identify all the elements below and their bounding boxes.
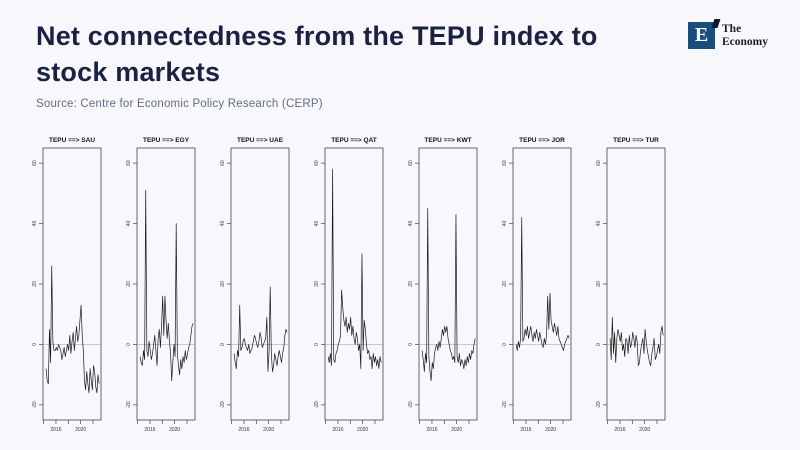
- logo-word-line1: The: [722, 23, 742, 35]
- panel-title: TEPU ==> KWT: [424, 137, 471, 144]
- x-tick-label: 2016: [520, 427, 531, 433]
- panel-title: TEPU ==> TUR: [613, 137, 659, 144]
- y-tick-label: 60: [126, 160, 132, 166]
- chart-panel-qat: TEPU ==> QAT 60 40 20 0 -20 2016 2020: [312, 134, 406, 442]
- logo-monogram: E: [688, 19, 721, 49]
- y-tick-label: -20: [32, 401, 38, 408]
- brand-logo: E The Economy: [688, 19, 768, 49]
- y-tick-label: 60: [408, 160, 414, 166]
- y-tick-label: -20: [596, 401, 602, 408]
- y-tick-label: 40: [314, 221, 320, 227]
- y-tick-label: -20: [220, 401, 226, 408]
- series-line: [515, 217, 570, 351]
- chart-panel-kwt: TEPU ==> KWT 60 40 20 0 -20 2016 2020: [406, 134, 500, 442]
- y-tick-label: -20: [408, 401, 414, 408]
- y-tick-label: 40: [596, 221, 602, 227]
- y-tick-label: 20: [126, 281, 132, 287]
- y-tick-label: 0: [314, 343, 320, 346]
- y-tick-label: 40: [220, 221, 226, 227]
- logo-wordmark: The Economy: [722, 23, 768, 48]
- y-tick-label: 20: [408, 281, 414, 287]
- plot-box: [418, 147, 478, 421]
- y-tick-label: 20: [220, 281, 226, 287]
- chart-panel-egy: TEPU ==> EGY 60 40 20 0 -20 2016 2020: [124, 134, 218, 442]
- logo-notch-icon: [711, 19, 721, 28]
- x-tick-label: 2016: [426, 427, 437, 433]
- x-tick-label: 2020: [75, 427, 86, 433]
- y-tick-label: 0: [126, 343, 132, 346]
- x-tick-label: 2020: [639, 427, 650, 433]
- chart-panel-jor: TEPU ==> JOR 60 40 20 0 -20 2016 2020: [500, 134, 594, 442]
- series-line: [45, 265, 100, 394]
- y-tick-label: 60: [220, 160, 226, 166]
- series-line: [421, 208, 476, 382]
- series-line: [233, 286, 288, 372]
- panel-title: TEPU ==> QAT: [331, 137, 377, 144]
- x-tick-label: 2020: [357, 427, 368, 433]
- y-tick-label: 40: [32, 221, 38, 227]
- panel-title: TEPU ==> UAE: [237, 137, 284, 144]
- logo-word-line2: Economy: [722, 35, 768, 48]
- chart-panel-sau: TEPU ==> SAU 60 40 20 0 -20 2016 2020: [30, 134, 124, 442]
- y-tick-label: 40: [126, 221, 132, 227]
- y-tick-label: -20: [502, 401, 508, 408]
- y-tick-label: -20: [126, 401, 132, 408]
- series-line: [609, 316, 664, 366]
- series-line: [327, 168, 382, 369]
- x-tick-label: 2020: [263, 427, 274, 433]
- y-tick-label: 40: [502, 221, 508, 227]
- plot-box: [136, 147, 196, 421]
- y-tick-label: 60: [596, 160, 602, 166]
- y-tick-label: 20: [32, 281, 38, 287]
- y-tick-label: 0: [502, 343, 508, 346]
- y-tick-label: 20: [596, 281, 602, 287]
- chart-panel-tur: TEPU ==> TUR 60 40 20 0 -20 2016 2020: [594, 134, 688, 442]
- plot-box: [606, 147, 666, 421]
- y-tick-label: 0: [596, 343, 602, 346]
- y-tick-label: 0: [32, 343, 38, 346]
- plot-box: [230, 147, 290, 421]
- page-title: Net connectedness from the TEPU index to…: [36, 21, 598, 87]
- y-tick-label: 0: [220, 343, 226, 346]
- x-tick-label: 2016: [614, 427, 625, 433]
- x-tick-label: 2016: [332, 427, 343, 433]
- y-tick-label: 20: [314, 281, 320, 287]
- x-tick-label: 2016: [50, 427, 61, 433]
- y-tick-label: 60: [314, 160, 320, 166]
- plot-box: [324, 147, 384, 421]
- x-tick-label: 2020: [545, 427, 556, 433]
- panel-title: TEPU ==> JOR: [519, 137, 565, 144]
- panel-title: TEPU ==> SAU: [49, 137, 95, 144]
- plot-box: [512, 147, 572, 421]
- y-tick-label: 0: [408, 343, 414, 346]
- y-tick-label: 60: [502, 160, 508, 166]
- source-caption: Source: Centre for Economic Policy Resea…: [36, 98, 323, 110]
- y-tick-label: 40: [408, 221, 414, 227]
- series-line: [139, 189, 194, 382]
- y-tick-label: 20: [502, 281, 508, 287]
- y-tick-label: -20: [314, 401, 320, 408]
- x-tick-label: 2020: [451, 427, 462, 433]
- y-tick-label: 60: [32, 160, 38, 166]
- logo-letter: E: [694, 24, 709, 46]
- x-tick-label: 2016: [144, 427, 155, 433]
- chart-panel-uae: TEPU ==> UAE 60 40 20 0 -20 2016 2020: [218, 134, 312, 442]
- small-multiples-chart-row: TEPU ==> SAU 60 40 20 0 -20 2016 2020 TEPU ==> E…: [30, 134, 688, 442]
- x-tick-label: 2016: [238, 427, 249, 433]
- panel-title: TEPU ==> EGY: [143, 137, 190, 144]
- x-tick-label: 2020: [169, 427, 180, 433]
